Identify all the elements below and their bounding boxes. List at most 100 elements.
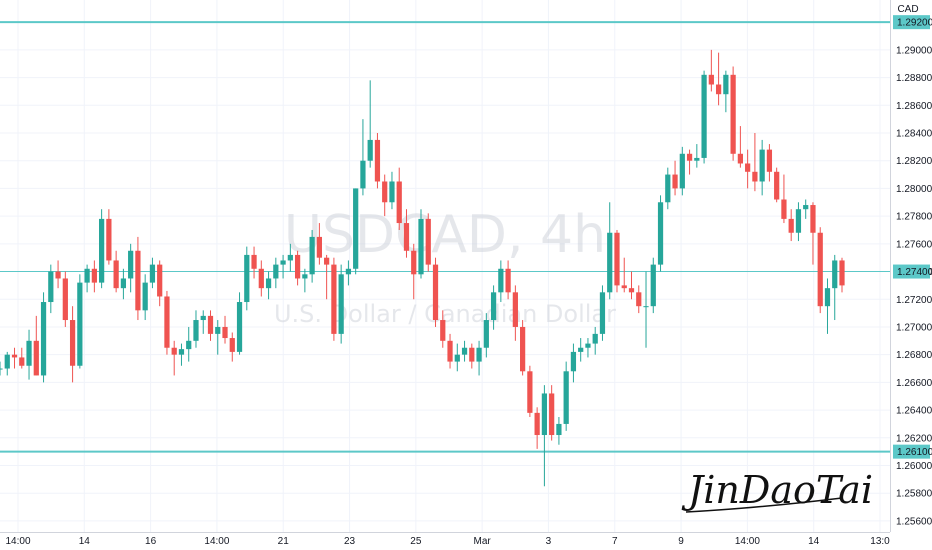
candle-body [752, 171, 758, 182]
candle [592, 326, 598, 355]
candle-body [77, 282, 83, 366]
candle-body [171, 347, 177, 355]
candle [483, 313, 489, 358]
candle [679, 146, 685, 196]
candle-body [592, 333, 598, 344]
candle-body [723, 74, 729, 95]
candle-body [512, 292, 518, 327]
price-tag-label: 1.26100 [897, 447, 932, 458]
candle-body [4, 354, 10, 369]
candle-body [708, 74, 714, 85]
candle [715, 52, 722, 106]
candle-body [389, 181, 395, 203]
candle-body [774, 171, 780, 200]
candle [19, 347, 25, 369]
candle-body [48, 271, 54, 303]
candle-body [585, 343, 591, 348]
price-tick-label: 1.26400 [896, 406, 932, 417]
candle [178, 343, 185, 366]
candle-body [149, 264, 156, 283]
candle [418, 209, 424, 279]
candle-body [91, 268, 97, 283]
candle [440, 310, 446, 348]
candle-body [11, 354, 18, 358]
price-tick-label: 1.28200 [896, 156, 932, 167]
candle-body [614, 232, 620, 286]
candle-body [549, 393, 555, 436]
candle [766, 144, 773, 182]
candle [331, 257, 337, 341]
horizontal-levels [0, 21, 890, 453]
candle-body [766, 149, 773, 172]
candle-body [715, 84, 722, 95]
candle-body [280, 260, 286, 265]
candle-body [817, 232, 823, 307]
candle-body [382, 181, 388, 203]
candle-body [40, 302, 47, 376]
candle-body [120, 278, 127, 289]
candle [621, 257, 627, 293]
time-axis: 14:00 14 16 14:00 21 23 25 Mar 3 7 9 14:00 14 13:0 [0, 532, 890, 547]
candle-body [374, 139, 381, 182]
candle-body [229, 338, 235, 352]
price-tick-label: 1.25600 [896, 516, 932, 527]
candle [106, 209, 112, 265]
candle-body [128, 250, 134, 279]
candle [745, 149, 751, 189]
candle [265, 271, 272, 300]
candle-body [273, 264, 279, 279]
candle-body [338, 274, 344, 334]
candle-body [418, 218, 424, 275]
candle [128, 243, 134, 293]
candle [48, 264, 54, 314]
candle-body [331, 264, 337, 334]
candle-body [520, 326, 526, 372]
candle [730, 66, 736, 161]
candle [55, 260, 61, 289]
candle [636, 285, 642, 314]
candle [302, 268, 308, 293]
candle [69, 306, 76, 383]
candle [26, 329, 32, 380]
candle [498, 260, 504, 303]
candle-body [99, 218, 105, 283]
candle-body [570, 351, 577, 372]
time-tick-label: 14:00 [5, 536, 30, 547]
candle [345, 260, 352, 286]
candle [599, 285, 606, 341]
candle [403, 209, 410, 258]
candle-body [824, 288, 831, 307]
candle [665, 167, 671, 210]
price-tick-label: 1.26200 [896, 433, 932, 444]
candle [164, 290, 170, 355]
candle [795, 202, 802, 242]
candle-body [810, 205, 816, 233]
candle-body [483, 320, 489, 348]
candle-body [694, 157, 700, 161]
candle [360, 119, 366, 196]
candle-body [686, 153, 693, 161]
candle [113, 250, 119, 293]
candle [149, 257, 156, 289]
candle [803, 199, 809, 219]
candle-body [527, 371, 533, 413]
candle [120, 268, 127, 300]
candle-body [498, 268, 504, 293]
time-tick-label: 14 [808, 536, 820, 547]
price-tick-label: 1.28800 [896, 73, 932, 84]
candle [570, 343, 577, 383]
time-tick-label: 3 [546, 536, 552, 547]
candle-body [135, 250, 141, 311]
candle-body [200, 315, 206, 321]
candle-body [672, 174, 678, 189]
time-tick-label: 14:00 [204, 536, 229, 547]
candle-body [222, 326, 228, 339]
candle [774, 167, 780, 203]
candle-body [578, 347, 584, 352]
candle [157, 260, 163, 307]
candle-body [69, 320, 76, 366]
candle-body [309, 236, 315, 275]
candle-body [193, 320, 199, 341]
price-tick-label: 1.25800 [896, 489, 932, 500]
time-tick-label: 14 [79, 536, 91, 547]
